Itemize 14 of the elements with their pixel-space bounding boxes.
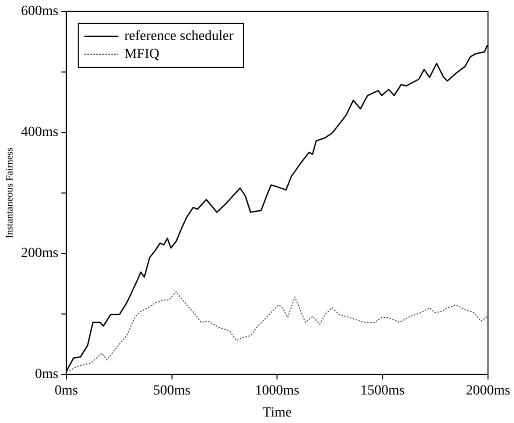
x-tick-label: 1500ms xyxy=(360,383,405,398)
x-tick-label: 2000ms xyxy=(466,383,510,398)
x-tick-label: 0ms xyxy=(54,383,78,398)
line-series xyxy=(66,291,488,372)
y-axis-title: Instantaneous Fairness xyxy=(4,147,16,238)
x-tick-label: 500ms xyxy=(153,383,190,398)
y-tick-label: 200ms xyxy=(20,246,58,262)
legend-label: reference scheduler xyxy=(124,29,234,44)
legend-label: MFIQ xyxy=(124,47,160,62)
y-tick-label: 0ms xyxy=(34,367,58,382)
x-axis-title: Time xyxy=(262,405,292,420)
x-tick-label: 1000ms xyxy=(254,383,300,398)
y-tick-label: 600ms xyxy=(20,4,58,20)
y-tick-label: 400ms xyxy=(20,125,58,140)
